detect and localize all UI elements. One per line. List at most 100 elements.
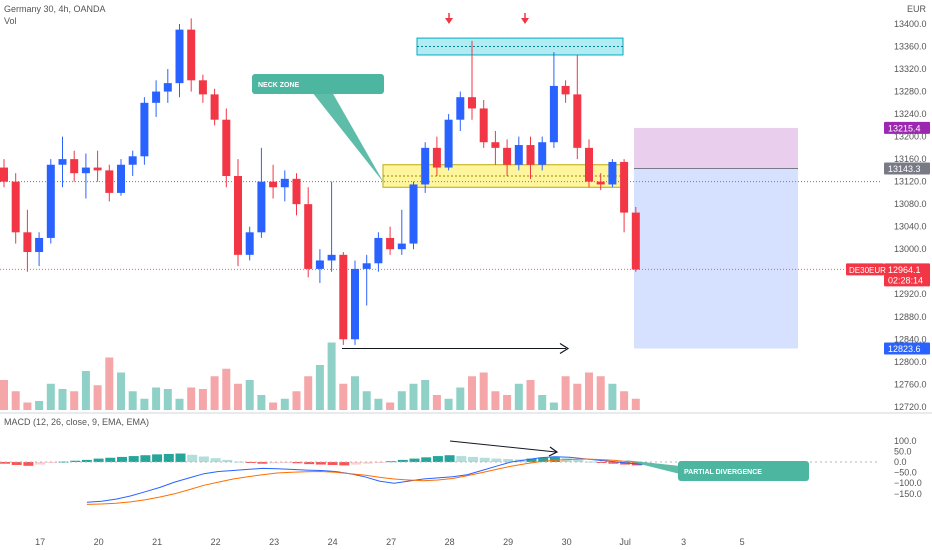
macd-histogram-bar [175, 453, 186, 462]
volume-bar [292, 391, 301, 410]
macd-histogram-bar [315, 462, 326, 465]
macd-histogram-bar [304, 462, 315, 465]
macd-histogram-bar [46, 462, 57, 464]
candle-body [198, 80, 207, 95]
price-tick-label: 13400.0 [894, 19, 927, 29]
candle-body [491, 142, 500, 148]
macd-histogram-bar [608, 462, 619, 464]
candle-body [0, 167, 8, 182]
volume-bar [444, 398, 453, 410]
volume-bar [432, 395, 441, 410]
volume-bar [351, 376, 359, 410]
time-tick-label: 27 [386, 537, 396, 547]
candle-body [514, 145, 523, 165]
volume-bar [468, 376, 476, 410]
time-tick-label: 23 [269, 537, 279, 547]
candle-body [409, 184, 418, 244]
candle-body [362, 263, 371, 269]
countdown-text: 02:28:14 [888, 275, 923, 285]
price-tick-label: 13040.0 [894, 222, 927, 232]
arrow-head-icon [559, 343, 570, 355]
price-tick-label: 13320.0 [894, 64, 927, 74]
candle-body [351, 268, 359, 340]
macd-histogram-bar [117, 456, 127, 462]
volume-bar [152, 387, 161, 410]
macd-histogram-bar [444, 455, 455, 462]
price-tick-label: 12800.0 [894, 357, 927, 367]
resistance-zone [416, 37, 624, 56]
symbol-tag-text: DE30EUR [849, 266, 886, 275]
candle-body [585, 147, 593, 182]
candle-body [163, 83, 172, 92]
price-tick-label: 12880.0 [894, 312, 927, 322]
macd-histogram-bar [210, 458, 221, 462]
candle-body [468, 97, 476, 109]
time-tick-label: 29 [503, 537, 513, 547]
time-tick-label: 3 [681, 537, 686, 547]
candle-body [128, 156, 137, 165]
entry-price-badge-text: 13143.3 [888, 164, 921, 174]
candle-body [549, 85, 558, 143]
volume-bar [187, 387, 196, 410]
macd-histogram-bar [538, 457, 549, 462]
volume-bar [491, 391, 500, 410]
volume-bar [561, 376, 570, 410]
volume-bar [222, 368, 231, 410]
macd-histogram-bar [35, 462, 46, 465]
volume-bar [93, 385, 102, 410]
volume-bar [163, 389, 172, 410]
symbol-tag [846, 263, 884, 276]
macd-histogram-bar [222, 459, 233, 462]
entry-price-badge [884, 162, 930, 175]
macd-histogram-bar [432, 456, 443, 462]
volume-bar [210, 376, 219, 410]
volume-bar [526, 380, 535, 410]
volume-bar [105, 357, 114, 410]
take-profit-badge-text: 13215.4 [888, 123, 921, 133]
last-price-badge [884, 263, 930, 287]
price-tick-label: 12920.0 [894, 289, 927, 299]
price-tick-label: 12720.0 [894, 402, 927, 412]
candle-body [105, 170, 114, 193]
macd-histogram-bar [23, 462, 34, 466]
take-profit-zone [634, 127, 798, 169]
candle-body [386, 237, 395, 250]
macd-histogram-bar [152, 454, 163, 462]
volume-bar [140, 398, 149, 410]
macd-tick-label: 100.0 [894, 436, 917, 446]
macd-tick-label: −100.0 [894, 478, 922, 488]
candle-body [280, 178, 289, 188]
macd-histogram-bar [456, 456, 467, 462]
time-tick-label: 22 [211, 537, 221, 547]
macd-histogram-bar [58, 461, 69, 463]
volume-bar [280, 398, 289, 410]
candle-body [315, 260, 324, 269]
candle-body [327, 254, 336, 261]
candle-body [339, 254, 348, 340]
volume-bar [198, 389, 207, 410]
candle-body [444, 119, 453, 168]
candle-body [397, 243, 406, 250]
volume-bar [339, 383, 348, 410]
neck-zone-callout [252, 74, 384, 94]
time-tick-label: 5 [740, 537, 745, 547]
divergence-trendline [449, 440, 557, 453]
neck-zone-label: NECK ZONE [258, 82, 300, 89]
volume-bar [245, 380, 254, 410]
volume-bar [11, 391, 20, 410]
macd-histogram-bar [339, 462, 350, 466]
macd-histogram-bar [70, 460, 81, 462]
candle-body [456, 97, 465, 120]
macd-histogram-bar [105, 457, 116, 462]
down-arrow-marker-icon [521, 18, 529, 24]
volume-bar [503, 395, 512, 410]
macd-histogram-bar [503, 459, 514, 462]
macd-histogram-bar [491, 458, 502, 462]
macd-tick-label: −50.0 [894, 468, 917, 478]
macd-line [86, 456, 643, 503]
time-tick-label: 17 [35, 537, 45, 547]
macd-histogram-bar [421, 457, 432, 462]
macd-histogram-bar [163, 453, 174, 462]
price-tick-label: 13120.0 [894, 177, 927, 187]
